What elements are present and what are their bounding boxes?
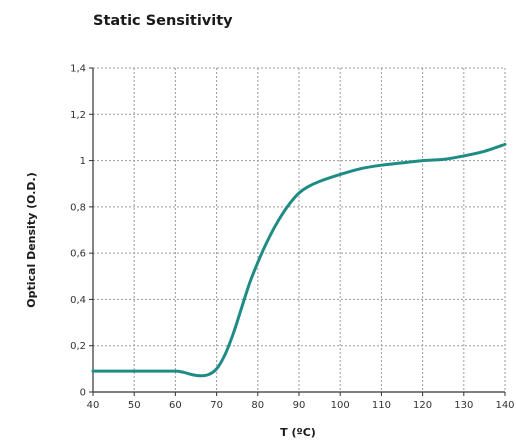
x-tick-label: 110 — [372, 400, 391, 411]
x-tick-label: 120 — [413, 400, 432, 411]
series-line — [91, 142, 507, 378]
axes — [89, 67, 506, 396]
x-tick-label: 80 — [251, 400, 264, 411]
x-tick-label: 100 — [331, 400, 350, 411]
y-tick-label: 1 — [80, 156, 86, 167]
x-tick-label: 90 — [293, 400, 306, 411]
grid — [93, 67, 506, 392]
x-tick-label: 40 — [87, 400, 100, 411]
y-tick-label: 0,8 — [70, 202, 86, 213]
y-tick-label: 1,4 — [70, 64, 86, 75]
x-tick-label: 60 — [169, 400, 182, 411]
x-tick-label: 140 — [495, 400, 514, 411]
x-tick-label: 50 — [128, 400, 141, 411]
tick-labels: 40 50 60 70 80 90 100 110 120 130 140 0 0,2 0,4 0,6 0,8… — [70, 64, 514, 412]
y-tick-label: 0,4 — [70, 295, 86, 306]
chart-title: Static Sensitivity — [93, 13, 233, 29]
y-tick-label: 0,2 — [70, 341, 86, 352]
x-axis-label: T (ºC) — [280, 426, 316, 439]
x-tick-label: 70 — [210, 400, 223, 411]
y-tick-label: 0 — [80, 388, 86, 399]
y-axis-label: Optical Density (O.D.) — [25, 172, 38, 307]
x-tick-label: 130 — [454, 400, 473, 411]
series-layer — [91, 142, 507, 378]
y-tick-label: 0,6 — [70, 249, 86, 260]
y-tick-label: 1,2 — [70, 110, 86, 121]
